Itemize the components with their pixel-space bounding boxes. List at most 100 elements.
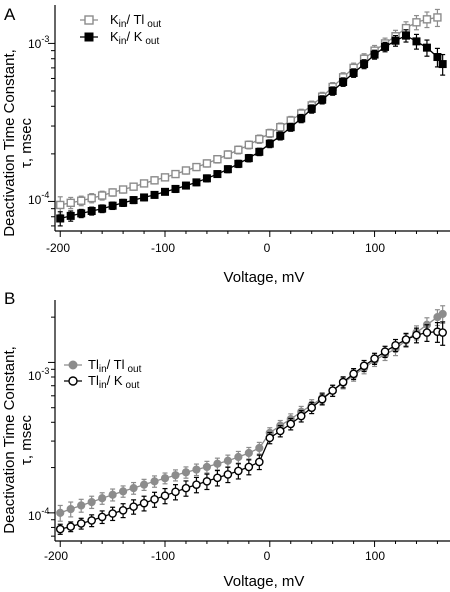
data-point (244, 140, 254, 150)
data-point (66, 211, 75, 220)
legend-item-kin-tlout: Kin/ Tl out (80, 12, 161, 30)
data-point (171, 169, 180, 179)
series-tlin-tlout (56, 305, 447, 522)
data-point (213, 473, 222, 483)
panel-a: A Deactivation Time Constant, τ, msec 10… (1, 5, 450, 286)
plot-area-a (56, 8, 447, 227)
data-point (171, 487, 180, 497)
ylabel-a-line2: τ, msec (18, 117, 35, 168)
data-point (265, 433, 275, 443)
series-tlin-kout (55, 321, 447, 535)
data-point (307, 403, 316, 413)
data-point (140, 193, 149, 202)
ytick-label-a-1e-4: 10-4 (28, 190, 49, 207)
data-point (412, 37, 421, 46)
data-point (412, 330, 421, 340)
data-point (223, 165, 232, 174)
data-point (55, 524, 65, 534)
data-point (181, 181, 190, 190)
data-point (139, 498, 149, 508)
data-point (150, 176, 159, 185)
series-line (59, 313, 444, 514)
data-point (98, 494, 107, 503)
data-point (244, 154, 253, 163)
data-point (139, 179, 149, 188)
data-point (296, 411, 306, 421)
data-point (255, 147, 264, 156)
data-point (181, 468, 191, 477)
data-point (422, 43, 431, 52)
legend-label: Kin/ Tl out (110, 12, 161, 30)
data-point (98, 204, 107, 213)
series-kin-tlout (56, 8, 442, 215)
data-point (129, 484, 138, 493)
data-point (118, 185, 128, 194)
data-point (433, 53, 442, 62)
data-point (255, 134, 264, 144)
data-point (171, 184, 180, 193)
data-point (202, 174, 211, 183)
data-point (317, 394, 327, 404)
data-point (438, 309, 447, 319)
xlabel-a: Voltage, mV (224, 269, 305, 286)
xtick-label-a-m100: -100 (151, 241, 175, 255)
data-point (108, 201, 117, 210)
data-point (234, 145, 243, 155)
data-point (381, 42, 390, 51)
data-point (160, 491, 170, 501)
data-point (129, 196, 138, 205)
data-point (422, 15, 432, 24)
data-point (401, 335, 411, 344)
data-point (276, 122, 285, 132)
data-point (56, 200, 65, 210)
series-kin-kout (56, 29, 447, 227)
data-point (119, 198, 128, 207)
xtick-label-b-m200: -200 (44, 549, 68, 563)
data-point (66, 522, 76, 531)
data-point (160, 173, 170, 182)
data-point (223, 456, 232, 465)
data-point (87, 193, 96, 203)
data-point (223, 470, 233, 479)
data-point (76, 519, 86, 528)
data-point (328, 86, 337, 95)
xtick-label-a-m200: -200 (46, 241, 70, 255)
data-point (150, 495, 159, 504)
data-point (265, 139, 274, 148)
xtick-label-a-100: 100 (365, 241, 385, 255)
data-point (391, 340, 400, 350)
data-point (234, 159, 243, 168)
data-point (181, 483, 191, 493)
ylabel-b-line1: Deactivation Time Constant, (1, 346, 18, 534)
data-point (108, 490, 117, 499)
plot-area-b (55, 305, 447, 535)
data-point (412, 18, 421, 27)
xtick-label-a-0: 0 (264, 241, 271, 255)
data-point (97, 512, 107, 522)
data-point (307, 104, 316, 113)
ytick-label-b-1e-4: 10-4 (28, 506, 49, 523)
legend-marker-open-circle (68, 376, 78, 386)
xtick-label-b-m100: -100 (151, 549, 175, 563)
data-point (286, 123, 295, 132)
data-point (119, 487, 128, 496)
legend-marker-filled-square (84, 32, 94, 42)
data-point (192, 162, 201, 172)
xtick-label-b-100: 100 (365, 549, 385, 563)
data-point (161, 187, 170, 196)
data-point (171, 471, 180, 480)
data-point (129, 182, 138, 191)
data-point (87, 206, 96, 215)
data-point (108, 509, 117, 518)
data-point (318, 95, 327, 104)
legend-label: Tlin/ Tl out (88, 357, 142, 375)
data-point (297, 114, 306, 123)
data-point (213, 155, 222, 164)
series-line (60, 16, 438, 206)
